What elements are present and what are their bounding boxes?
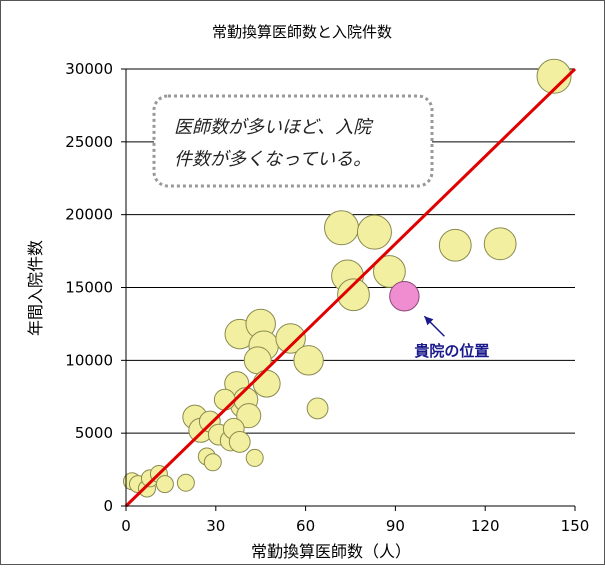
y-tick-label: 25000: [65, 133, 113, 151]
x-tick-label: 90: [386, 517, 405, 535]
x-axis-ticks: 0 30 60 90 120 150: [121, 506, 589, 535]
bubble-point: [324, 210, 360, 246]
annotation-line-1: 医師数が多いほど、入院: [174, 117, 374, 138]
annotation-box: [152, 94, 434, 188]
y-axis-ticks: 0 5000 10000 15000 20000 25000 30000: [65, 60, 126, 515]
x-tick-label: 60: [296, 517, 315, 535]
bubble-point: [306, 397, 329, 420]
highlight-arrowhead: [424, 316, 434, 326]
bubble-point: [356, 214, 392, 250]
x-axis-label: 常勤換算医師数（人）: [251, 542, 411, 561]
trend-line: [124, 67, 577, 508]
bubble-point: [536, 58, 572, 94]
bubble-point: [337, 278, 370, 312]
bubble-point: [483, 227, 517, 261]
bubble-point: [438, 228, 472, 262]
bubble-point: [252, 369, 281, 398]
bubble-point: [373, 255, 406, 288]
y-axis-label: 年間入院件数: [26, 240, 45, 336]
y-tick-label: 20000: [65, 206, 113, 224]
bubble-point: [176, 473, 195, 492]
annotation-callout: 医師数が多いほど、入院 件数が多くなっている。: [152, 94, 434, 188]
highlight-label: 貴院の位置: [414, 342, 489, 360]
x-tick-label: 150: [561, 517, 590, 535]
x-tick-label: 30: [206, 517, 225, 535]
y-tick-label: 5000: [75, 424, 113, 442]
x-tick-label: 120: [471, 517, 500, 535]
bubble-point: [245, 448, 264, 467]
annotation-line-2: 件数が多くなっている。: [174, 149, 371, 170]
chart-title: 常勤換算医師数と入院件数: [212, 23, 392, 41]
bubble-point: [155, 475, 174, 494]
highlight-bubble: [389, 281, 420, 312]
bubble-point: [275, 323, 306, 354]
x-tick-label: 0: [121, 517, 131, 535]
bubble-point: [236, 403, 262, 429]
bubble-point: [203, 453, 222, 472]
y-tick-label: 0: [103, 497, 113, 515]
y-tick-label: 15000: [65, 279, 113, 297]
y-tick-label: 30000: [65, 60, 113, 78]
bubble-point: [213, 388, 236, 411]
bubble-point: [228, 430, 251, 453]
y-tick-label: 10000: [65, 351, 113, 369]
bubble-series: [122, 58, 572, 498]
bubble-point: [293, 345, 324, 376]
